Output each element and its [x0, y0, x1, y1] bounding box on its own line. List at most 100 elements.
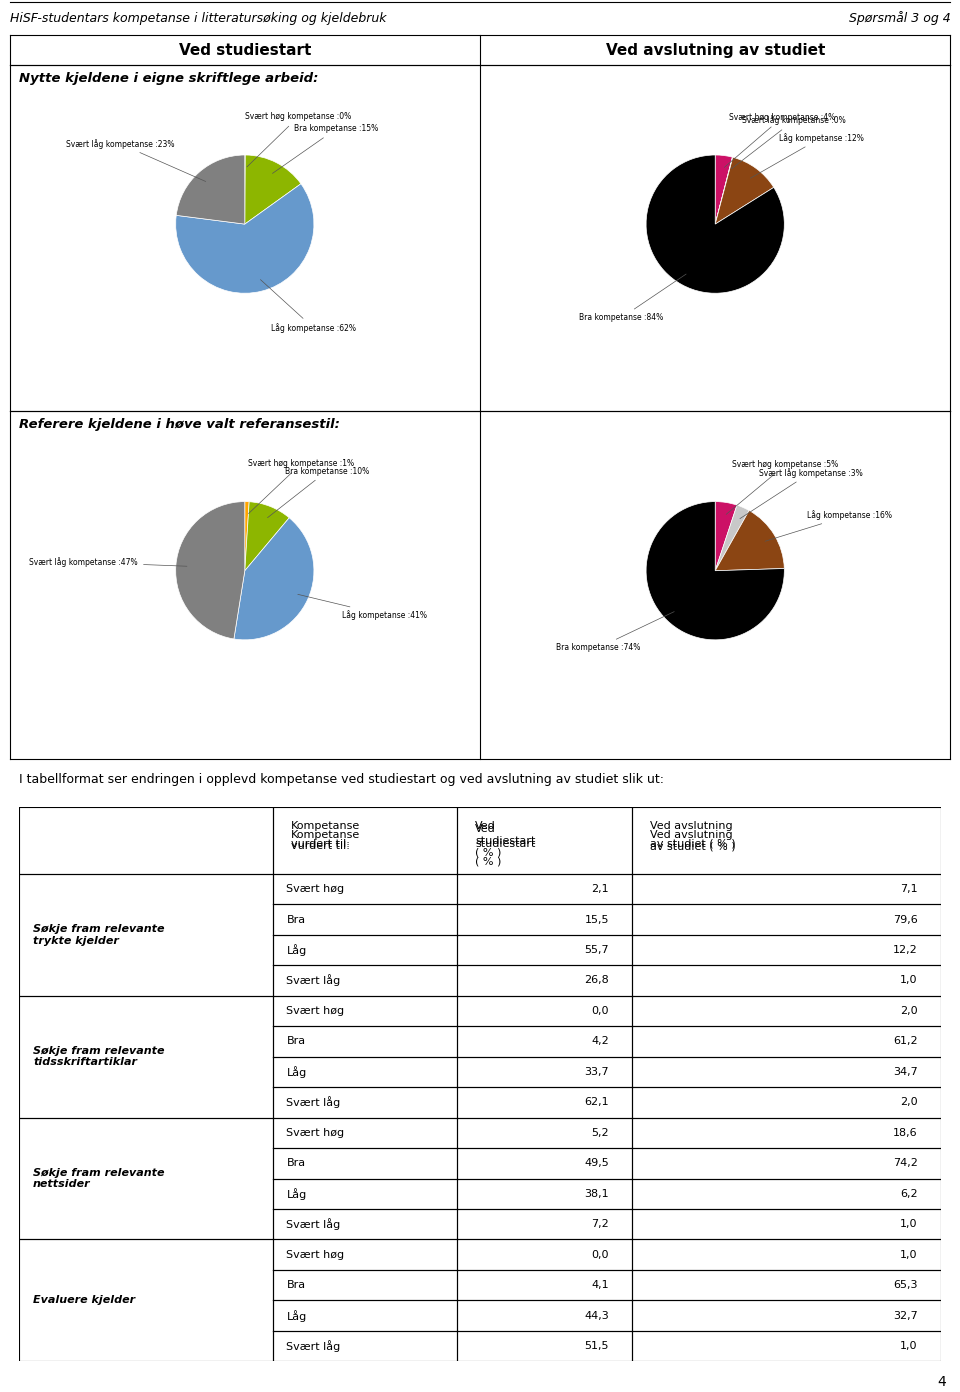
Text: Svært låg: Svært låg — [286, 1097, 341, 1108]
Text: Svært låg kompetanse :0%: Svært låg kompetanse :0% — [732, 116, 846, 168]
Text: 51,5: 51,5 — [585, 1340, 609, 1352]
Wedge shape — [715, 511, 784, 571]
Text: 6,2: 6,2 — [900, 1189, 918, 1199]
Text: Låg: Låg — [286, 1066, 306, 1077]
Text: 12,2: 12,2 — [893, 945, 918, 955]
Text: HiSF-studentars kompetanse i litteratursøking og kjeldebruk: HiSF-studentars kompetanse i litteraturs… — [10, 13, 386, 25]
Text: Svært høg kompetanse :5%: Svært høg kompetanse :5% — [726, 461, 838, 515]
Text: 33,7: 33,7 — [585, 1066, 609, 1077]
Text: Svært låg: Svært låg — [286, 1340, 341, 1352]
Text: Søkje fram relevante
trykte kjelder: Søkje fram relevante trykte kjelder — [33, 924, 164, 945]
Text: Låg kompetanse :62%: Låg kompetanse :62% — [260, 280, 356, 333]
Text: 4,1: 4,1 — [591, 1281, 609, 1290]
Wedge shape — [715, 501, 737, 571]
Text: 1,0: 1,0 — [900, 1340, 918, 1352]
Text: Ved studiestart: Ved studiestart — [179, 43, 311, 57]
Text: 15,5: 15,5 — [585, 915, 609, 924]
Text: Svært høg: Svært høg — [286, 1250, 345, 1260]
Text: Svært høg: Svært høg — [286, 1006, 345, 1016]
Text: Ved avslutning av studiet: Ved avslutning av studiet — [606, 43, 825, 57]
Text: 2,0: 2,0 — [900, 1097, 918, 1108]
Text: Ved avslutning: Ved avslutning — [651, 821, 733, 831]
Text: 55,7: 55,7 — [585, 945, 609, 955]
Text: Svært høg kompetanse :0%: Svært høg kompetanse :0% — [245, 113, 351, 167]
Text: Låg: Låg — [286, 944, 306, 956]
Text: 4: 4 — [937, 1375, 946, 1389]
Text: 0,0: 0,0 — [591, 1250, 609, 1260]
Text: 62,1: 62,1 — [585, 1097, 609, 1108]
Text: Svært låg: Svært låg — [286, 974, 341, 987]
Text: 18,6: 18,6 — [893, 1128, 918, 1137]
Text: Ved avslutning
av studiet ( % ): Ved avslutning av studiet ( % ) — [651, 830, 736, 852]
Text: 7,2: 7,2 — [591, 1219, 609, 1229]
Text: 2,0: 2,0 — [900, 1006, 918, 1016]
Text: 5,2: 5,2 — [591, 1128, 609, 1137]
Text: ( % ): ( % ) — [475, 857, 502, 867]
Text: Svært høg kompetanse :4%: Svært høg kompetanse :4% — [724, 113, 835, 167]
Text: 1,0: 1,0 — [900, 976, 918, 986]
Text: Bra kompetanse :15%: Bra kompetanse :15% — [273, 124, 378, 174]
Text: Svært låg kompetanse :3%: Svært låg kompetanse :3% — [740, 468, 862, 519]
Text: 38,1: 38,1 — [585, 1189, 609, 1199]
Wedge shape — [646, 501, 784, 640]
Text: Svært høg: Svært høg — [286, 1128, 345, 1137]
Text: studiestart: studiestart — [475, 839, 536, 849]
Text: Kompetanse
vurdert til:: Kompetanse vurdert til: — [291, 830, 360, 852]
Text: Låg: Låg — [286, 1187, 306, 1200]
Text: 61,2: 61,2 — [893, 1037, 918, 1047]
Text: 4,2: 4,2 — [591, 1037, 609, 1047]
Text: Nytte kjeldene i eigne skriftlege arbeid:: Nytte kjeldene i eigne skriftlege arbeid… — [19, 72, 319, 85]
Text: 65,3: 65,3 — [893, 1281, 918, 1290]
Text: Bra: Bra — [286, 915, 305, 924]
Text: Bra: Bra — [286, 1158, 305, 1168]
Text: Søkje fram relevante
tidsskriftartiklar: Søkje fram relevante tidsskriftartiklar — [33, 1045, 164, 1068]
Wedge shape — [245, 501, 289, 571]
Wedge shape — [176, 184, 314, 294]
Text: 2,1: 2,1 — [591, 884, 609, 894]
Text: Svært låg kompetanse :23%: Svært låg kompetanse :23% — [65, 139, 205, 181]
Text: Referere kjeldene i høve valt referansestil:: Referere kjeldene i høve valt referanses… — [19, 418, 340, 430]
Wedge shape — [715, 157, 774, 224]
Text: Evaluere kjelder: Evaluere kjelder — [33, 1296, 135, 1306]
Wedge shape — [176, 501, 245, 639]
Text: Søkje fram relevante
nettsider: Søkje fram relevante nettsider — [33, 1168, 164, 1189]
Text: 74,2: 74,2 — [893, 1158, 918, 1168]
Text: Kompetanse: Kompetanse — [291, 821, 360, 831]
Wedge shape — [646, 155, 784, 294]
Wedge shape — [234, 518, 314, 640]
Text: 0,0: 0,0 — [591, 1006, 609, 1016]
Text: Spørsmål 3 og 4: Spørsmål 3 og 4 — [849, 11, 950, 25]
Text: 34,7: 34,7 — [893, 1066, 918, 1077]
Text: Bra kompetanse :74%: Bra kompetanse :74% — [556, 611, 674, 653]
Text: 32,7: 32,7 — [893, 1311, 918, 1321]
Text: Bra: Bra — [286, 1037, 305, 1047]
Text: Låg kompetanse :41%: Låg kompetanse :41% — [298, 594, 427, 621]
Text: I tabellformat ser endringen i opplevd kompetanse ved studiestart og ved avslutn: I tabellformat ser endringen i opplevd k… — [19, 773, 664, 786]
Wedge shape — [715, 157, 732, 224]
Text: 1,0: 1,0 — [900, 1219, 918, 1229]
Text: vurdert til:: vurdert til: — [291, 839, 350, 849]
Text: 26,8: 26,8 — [585, 976, 609, 986]
Text: 49,5: 49,5 — [585, 1158, 609, 1168]
Wedge shape — [177, 155, 245, 224]
Text: Bra kompetanse :84%: Bra kompetanse :84% — [579, 274, 686, 323]
Text: Svært låg kompetanse :47%: Svært låg kompetanse :47% — [30, 557, 187, 567]
Text: Svært høg: Svært høg — [286, 884, 345, 894]
Text: Bra: Bra — [286, 1281, 305, 1290]
Text: 44,3: 44,3 — [585, 1311, 609, 1321]
Text: Svært høg kompetanse :1%: Svært høg kompetanse :1% — [249, 459, 354, 514]
Text: av studiet ( % ): av studiet ( % ) — [651, 839, 736, 849]
Wedge shape — [715, 505, 749, 571]
Text: Låg kompetanse :16%: Låg kompetanse :16% — [765, 511, 892, 541]
Text: Svært låg: Svært låg — [286, 1218, 341, 1231]
Text: 79,6: 79,6 — [893, 915, 918, 924]
Text: Låg kompetanse :12%: Låg kompetanse :12% — [751, 132, 864, 178]
Text: Låg: Låg — [286, 1310, 306, 1321]
Wedge shape — [245, 501, 250, 571]
Text: Bra kompetanse :10%: Bra kompetanse :10% — [268, 466, 369, 518]
Text: 1,0: 1,0 — [900, 1250, 918, 1260]
Text: Ved: Ved — [475, 821, 496, 831]
Wedge shape — [245, 155, 300, 224]
Wedge shape — [715, 155, 732, 224]
Text: 7,1: 7,1 — [900, 884, 918, 894]
